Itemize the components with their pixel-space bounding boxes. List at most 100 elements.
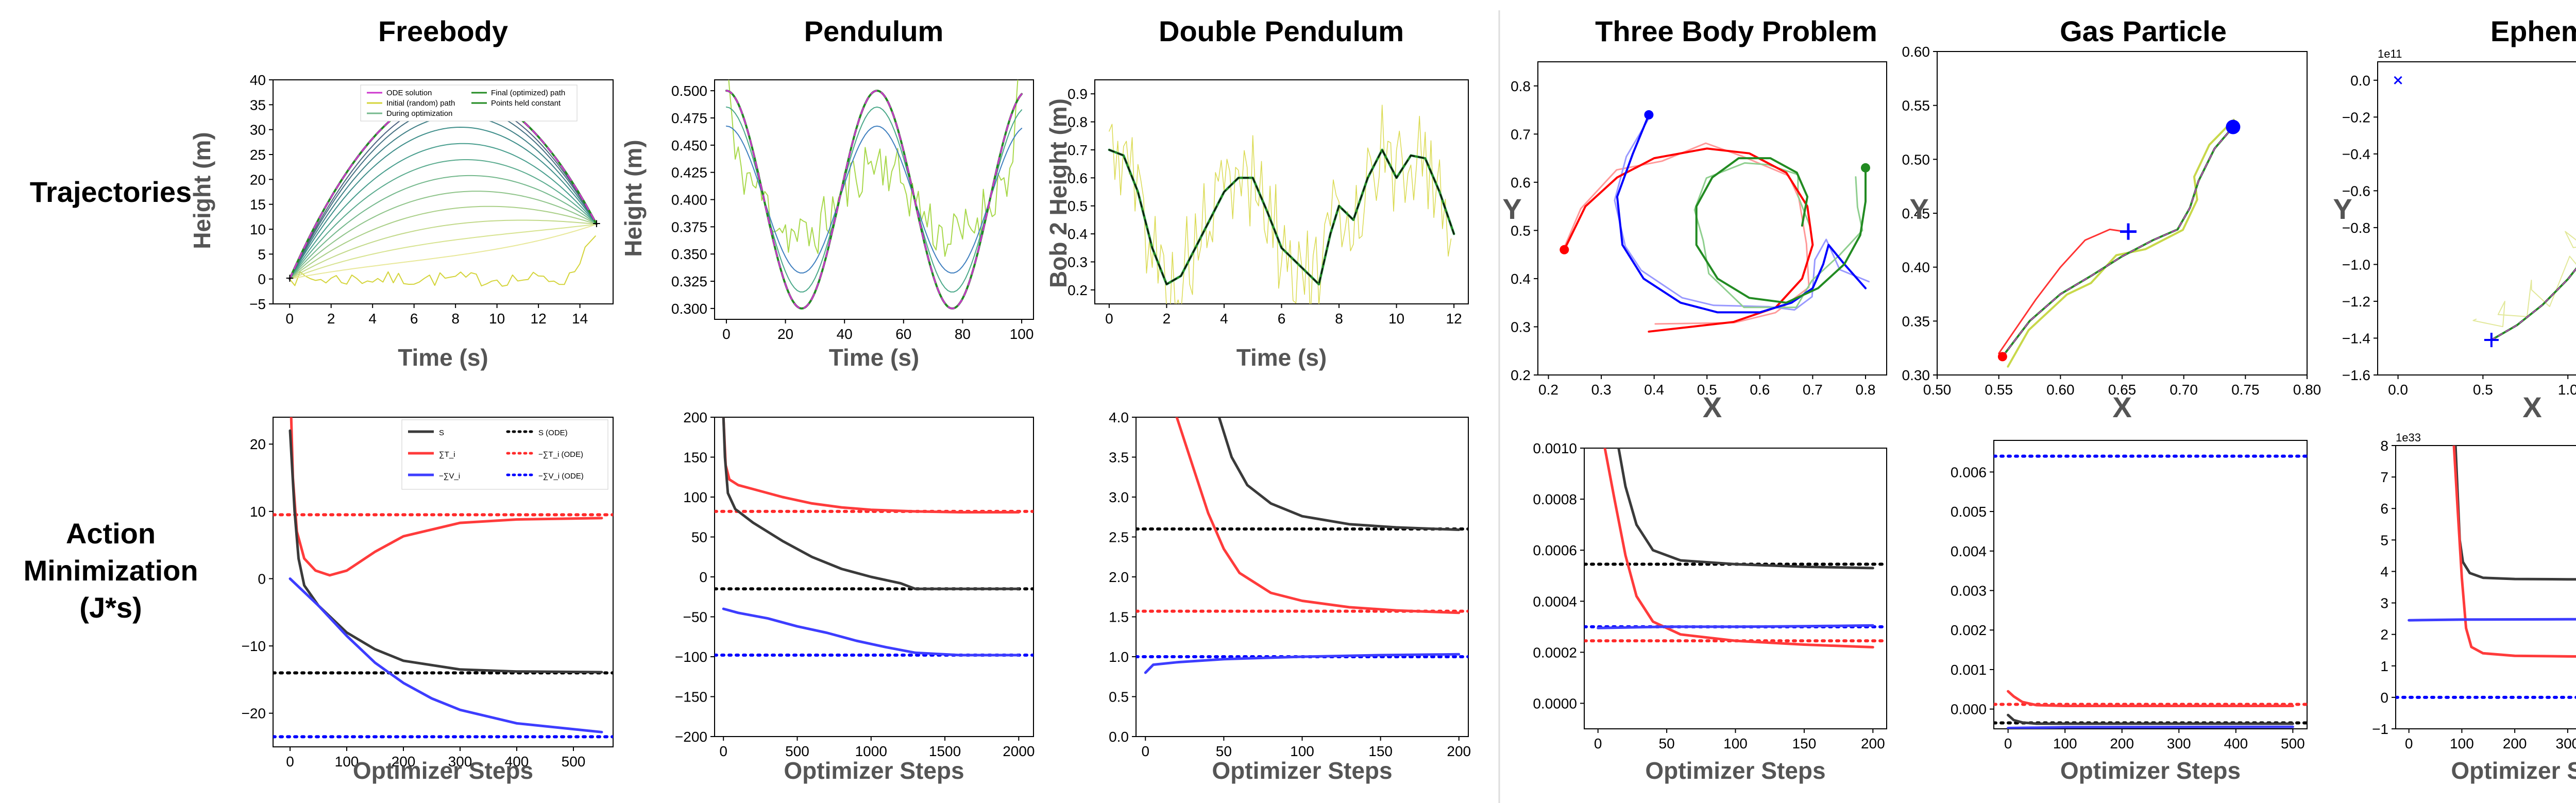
y-tick-label: −1.2 — [2342, 294, 2370, 310]
x-axis-label: Optimizer Steps — [2451, 757, 2576, 784]
x-tick-label: 1500 — [929, 743, 961, 759]
body-start-marker — [1860, 163, 1870, 173]
y-tick-label: 0.0004 — [1533, 593, 1577, 609]
chart-ephemeris-traj: Ephemeris0.00.51.01.5−1.6−1.4−1.2−1.0−0.… — [2333, 15, 2576, 423]
plot-frame — [2377, 61, 2576, 375]
y-tick-label: −100 — [675, 649, 707, 665]
plot-area — [1994, 454, 2307, 729]
series-intermediate-path — [289, 143, 597, 280]
y-tick-label: 0.006 — [1951, 464, 1987, 480]
y-tick-label: 10 — [250, 221, 266, 237]
x-tick-label: 100 — [1290, 743, 1314, 759]
y-tick-label: 1.5 — [1109, 609, 1129, 625]
y-tick-label: −0.6 — [2342, 183, 2370, 199]
y-tick-label: 35 — [250, 97, 266, 113]
y-tick-label: 0.002 — [1951, 622, 1987, 638]
legend-label: During optimization — [386, 109, 452, 118]
y-tick-label: 0.30 — [1902, 367, 1930, 383]
x-tick-label: 80 — [955, 326, 971, 342]
y-tick-label: 0.6 — [1511, 175, 1531, 191]
series-action-2 — [1597, 624, 1874, 629]
y-axis-label: Bob 2 Height (m) — [1045, 98, 1072, 288]
x-tick-label: 100 — [2450, 736, 2474, 751]
series-initial-path-0 — [1562, 142, 1810, 325]
series-action-0 — [722, 417, 1020, 514]
x-tick-label: 200 — [2503, 736, 2527, 751]
x-tick-label: 500 — [562, 754, 586, 770]
y-tick-label: 0 — [699, 569, 707, 585]
y-tick-label: 0.5 — [1067, 198, 1088, 214]
series-initial-path — [728, 80, 1019, 257]
x-axis-label: Optimizer Steps — [2060, 757, 2241, 784]
y-tick-label: 0.7 — [1067, 142, 1088, 158]
x-tick-label: 300 — [2167, 736, 2191, 751]
chart-three-body-traj: Three Body Problem 0.2 0.3 0.4 0.5 0.6 0.7 0.8 0… — [1502, 15, 1887, 423]
plot-frame — [1136, 417, 1469, 737]
y-tick-label: 0.50 — [1902, 151, 1930, 167]
y-tick-label: 0.005 — [1951, 504, 1987, 520]
y-tick-label: 6 — [2380, 501, 2388, 517]
x-tick-label: 200 — [1861, 736, 1885, 751]
legend-label: S — [439, 429, 444, 437]
legend: ODE solution Initial (random) pathDuring … — [360, 84, 578, 122]
legend-label: −∑V_i — [439, 472, 460, 481]
plot-frame — [2395, 445, 2576, 729]
x-axis-label: Optimizer Steps — [1645, 757, 1825, 784]
legend-label: ODE solution — [386, 89, 432, 97]
y-tick-label: 2.0 — [1109, 569, 1129, 585]
x-tick-label: 0.50 — [1923, 382, 1952, 398]
x-tick-label: 100 — [335, 754, 359, 770]
y-tick-label: 10 — [250, 504, 266, 520]
y-tick-label: 0.40 — [1902, 260, 1930, 276]
plot-frame — [273, 417, 614, 747]
x-tick-label: 20 — [777, 326, 793, 342]
y-tick-label: 3.0 — [1109, 489, 1129, 505]
x-tick-label: 0 — [1594, 736, 1602, 751]
row-label-action-0: Action — [66, 517, 156, 550]
y-tick-label: 3 — [2380, 595, 2388, 611]
plot-area — [2396, 446, 2576, 699]
plot-area — [1108, 105, 1455, 304]
y-tick-label: −1 — [2372, 721, 2388, 737]
x-tick-label: 1.0 — [2558, 382, 2576, 398]
y-tick-label: 0.0 — [2350, 73, 2370, 89]
legend-label: −∑V_i (ODE) — [538, 472, 584, 481]
y-tick-label: −1.6 — [2342, 367, 2370, 383]
y-tick-label: 0 — [258, 571, 266, 587]
y-tick-label: −150 — [675, 689, 707, 705]
series-initial-path — [1109, 105, 1452, 304]
y-tick-label: 200 — [683, 409, 707, 425]
y-tick-label: −1.4 — [2342, 330, 2370, 346]
x-tick-label: 4 — [1220, 311, 1228, 327]
x-tick-label: 300 — [448, 754, 472, 770]
y-tick-label: −50 — [683, 609, 708, 625]
x-tick-label: 0 — [719, 743, 727, 759]
plot-area — [1584, 448, 1887, 648]
legend-label: ∑T_i — [439, 450, 455, 459]
y-tick-label: 0.2 — [1511, 367, 1531, 383]
y-axis-label: Height (m) — [620, 140, 647, 257]
y-tick-label: 25 — [250, 147, 266, 163]
x-tick-label: 500 — [785, 743, 809, 759]
series-intermediate-path — [289, 159, 597, 280]
chart-pendulum-traj: Pendulum 0 20 40 60 80 100 0.300 0.325 0.350 0.375… — [620, 15, 1034, 371]
chart-gas-particle-traj: Gas Particle 0.50 0.55 0.60 0.65 0.70 0.75 0.80… — [1902, 15, 2321, 423]
x-tick-label: 400 — [2224, 736, 2248, 751]
x-tick-label: 100 — [1723, 736, 1748, 751]
red-point-marker — [1997, 352, 2007, 362]
series-action-2 — [722, 607, 1020, 657]
x-tick-label: 2000 — [1003, 743, 1035, 759]
y-tick-label: 0.35 — [1902, 313, 1930, 329]
series-intermediate-path — [725, 125, 1023, 274]
y-tick-label: 1.0 — [1109, 649, 1129, 665]
series-ode-solution — [2490, 268, 2576, 340]
y-tick-label: −0.2 — [2342, 109, 2370, 125]
y-tick-label: 40 — [250, 72, 266, 88]
series-intermediate-path — [289, 224, 597, 280]
y-tick-label: 8 — [2380, 438, 2388, 454]
plot-area — [1136, 417, 1468, 674]
x-tick-label: 0 — [2004, 736, 2012, 751]
plot-frame — [1094, 79, 1469, 304]
y-tick-label: 50 — [691, 529, 707, 545]
x-tick-label: 0.2 — [1538, 382, 1558, 398]
